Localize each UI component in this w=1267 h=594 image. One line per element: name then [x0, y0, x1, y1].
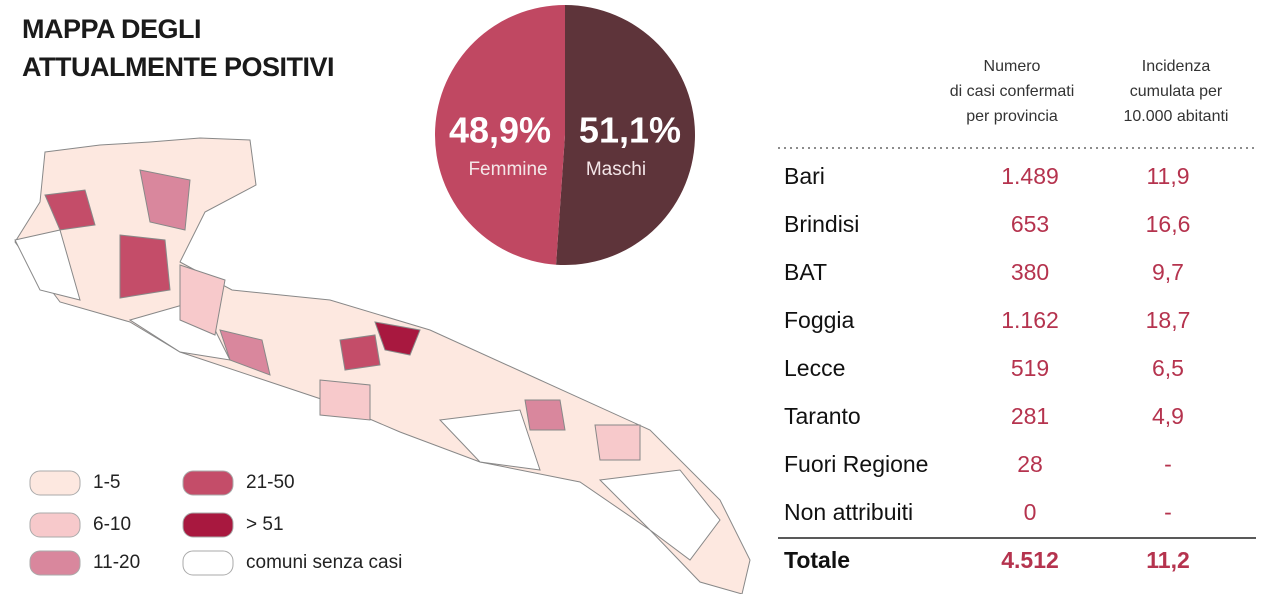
row-label: Non attribuiti — [784, 499, 913, 525]
pie-value-label: 48,9% — [449, 110, 551, 151]
legend-label: 21-50 — [246, 472, 295, 493]
pie-value-label: 51,1% — [579, 110, 681, 151]
column-header: Incidenza — [1142, 58, 1211, 75]
area — [219, 329, 271, 376]
row-label: BAT — [784, 259, 827, 285]
map — [14, 137, 751, 594]
area — [598, 469, 721, 561]
legend-swatch — [182, 550, 234, 576]
area — [438, 409, 541, 471]
column-header: Numero — [984, 58, 1041, 75]
total-label: Totale — [784, 547, 850, 573]
table-value: 1.489 — [1001, 163, 1059, 189]
pie-slice — [434, 5, 565, 265]
row-label: Lecce — [784, 355, 845, 381]
map-title: ATTUALMENTE POSITIVI — [22, 52, 334, 82]
area — [374, 321, 421, 356]
table-value: 9,7 — [1152, 259, 1184, 285]
legend-label: comuni senza casi — [246, 552, 402, 573]
area — [139, 169, 191, 231]
legend-label: 11-20 — [93, 552, 140, 573]
table-value: - — [1164, 499, 1172, 525]
legend-swatch — [182, 512, 234, 538]
area — [44, 189, 96, 231]
pie-category-label: Maschi — [586, 159, 646, 180]
pie-slice — [556, 5, 695, 265]
legend-swatch — [29, 512, 81, 538]
total-value: 4.512 — [1001, 547, 1059, 573]
table-value: 6,5 — [1152, 355, 1184, 381]
table-value: 653 — [1011, 211, 1049, 237]
table-value: 519 — [1011, 355, 1049, 381]
row-label: Taranto — [784, 403, 861, 429]
legend-swatch — [182, 470, 234, 496]
legend-label: > 51 — [246, 514, 284, 535]
legend-swatch — [29, 470, 81, 496]
pie-category-label: Femmine — [468, 159, 547, 180]
row-label: Brindisi — [784, 211, 859, 237]
column-header: cumulata per — [1130, 83, 1223, 100]
area — [14, 229, 81, 301]
area — [179, 264, 226, 336]
table-value: 0 — [1024, 499, 1037, 525]
row-label: Foggia — [784, 307, 855, 333]
area — [594, 424, 641, 461]
table-value: 11,9 — [1146, 163, 1189, 189]
table-value: 16,6 — [1146, 211, 1191, 237]
column-header: 10.000 abitanti — [1124, 108, 1229, 125]
legend-swatch — [29, 550, 81, 576]
area — [319, 379, 371, 421]
region-outline — [14, 137, 751, 594]
area — [119, 234, 171, 299]
area — [339, 334, 381, 371]
table-value: 1.162 — [1001, 307, 1059, 333]
table-value: 380 — [1011, 259, 1049, 285]
row-label: Bari — [784, 163, 825, 189]
total-value: 11,2 — [1146, 547, 1190, 573]
column-header: per provincia — [966, 108, 1058, 125]
map-title: MAPPA DEGLI — [22, 14, 201, 44]
legend-label: 1-5 — [93, 472, 120, 493]
table-value: 28 — [1017, 451, 1043, 477]
table-value: 281 — [1011, 403, 1049, 429]
row-label: Fuori Regione — [784, 451, 928, 477]
table-value: - — [1164, 451, 1172, 477]
column-header: di casi confermati — [950, 83, 1075, 100]
table-value: 18,7 — [1146, 307, 1191, 333]
legend-label: 6-10 — [93, 514, 131, 535]
table-value: 4,9 — [1152, 403, 1184, 429]
area — [524, 399, 566, 431]
